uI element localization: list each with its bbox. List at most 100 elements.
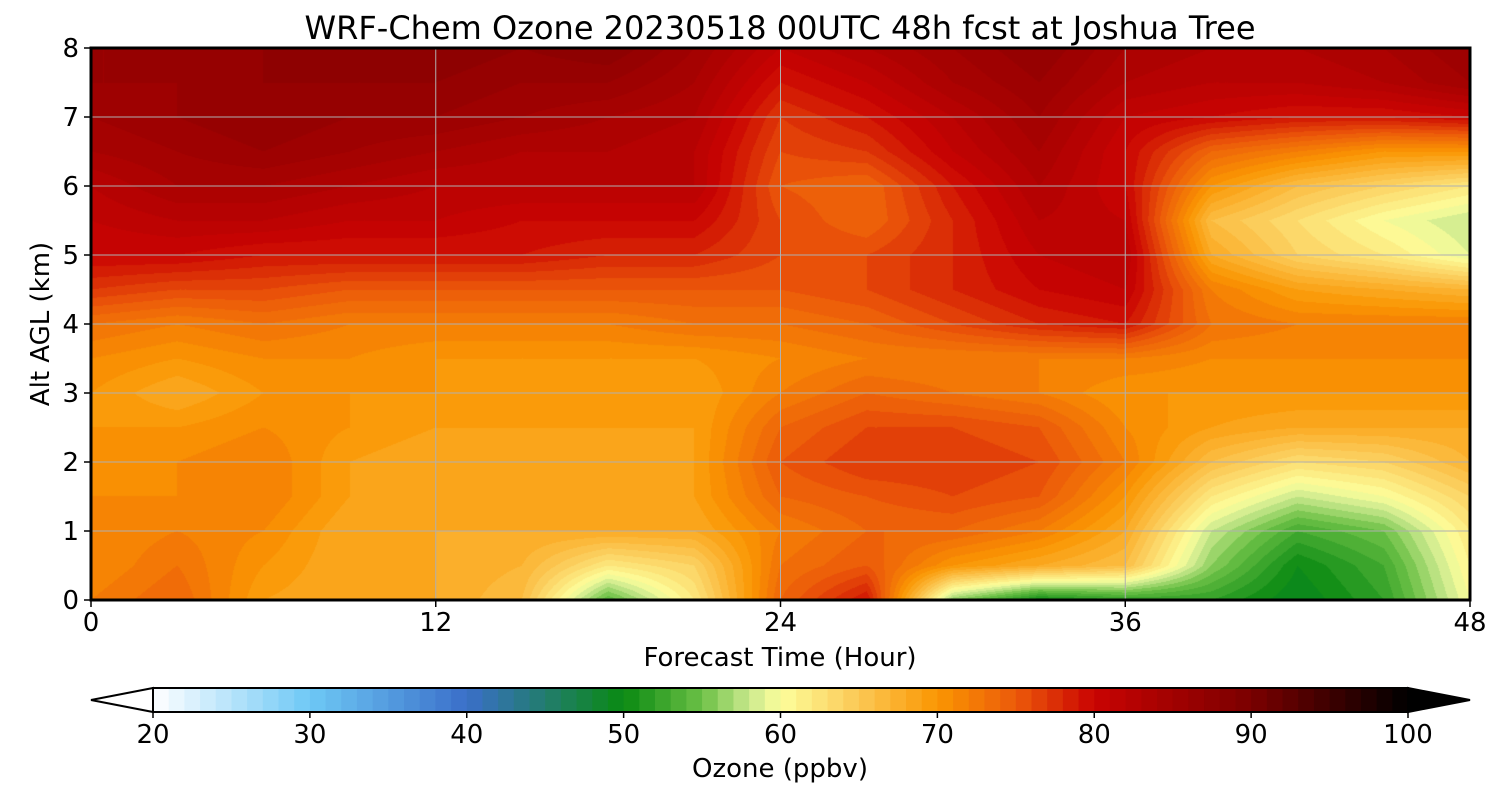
colorbar-level [1313, 688, 1331, 712]
colorbar-level [498, 688, 515, 712]
colorbar-level [1266, 688, 1284, 712]
colorbar-level [184, 688, 201, 712]
colorbar-level [1329, 688, 1346, 712]
y-tick-label: 5 [62, 241, 79, 271]
colorbar-level [435, 688, 452, 712]
colorbar-level [890, 688, 907, 712]
colorbar-level [545, 688, 562, 712]
colorbar-level [529, 688, 546, 712]
colorbar-level [953, 688, 970, 712]
colorbar-level [560, 688, 578, 712]
x-tick-label: 24 [764, 608, 797, 638]
colorbar-level [1094, 688, 1111, 712]
colorbar-level [1062, 688, 1080, 712]
x-tick-label: 36 [1109, 608, 1142, 638]
colorbar-level [168, 688, 185, 712]
colorbar-level [1204, 688, 1221, 712]
colorbar-level [686, 688, 703, 712]
colorbar-level [1047, 688, 1064, 712]
colorbar-level [356, 688, 374, 712]
colorbar-extend-low [90, 686, 154, 714]
colorbar-level [1172, 688, 1189, 712]
colorbar-tick-label: 60 [764, 720, 797, 750]
colorbar-tick-label: 100 [1383, 720, 1433, 750]
colorbar-level [1125, 688, 1142, 712]
colorbar-level [858, 688, 876, 712]
colorbar-tick-label: 80 [1078, 720, 1111, 750]
y-tick-label: 3 [62, 379, 79, 409]
colorbar-level [1298, 688, 1315, 712]
x-axis: 0 12 24 36 48 [83, 600, 1487, 638]
colorbar-level [670, 688, 687, 712]
colorbar-level [309, 688, 327, 712]
colorbar-level [749, 688, 766, 712]
colorbar-level [1392, 688, 1409, 712]
colorbar-level [231, 688, 248, 712]
colorbar-tick-label: 30 [293, 720, 326, 750]
x-axis-label: Forecast Time (Hour) [643, 643, 916, 673]
colorbar-level [482, 688, 499, 712]
colorbar-level [764, 688, 782, 712]
colorbar-level [984, 688, 1001, 712]
colorbar-level [1031, 688, 1048, 712]
y-tick-label: 8 [62, 34, 79, 64]
colorbar-level [827, 688, 844, 712]
colorbar-tick-label: 20 [136, 720, 169, 750]
x-tick-label: 48 [1453, 608, 1486, 638]
colorbar-level [1015, 688, 1033, 712]
y-tick-label: 6 [62, 172, 79, 202]
colorbar-level [811, 688, 829, 712]
colorbar-level [1251, 688, 1268, 712]
colorbar-level [215, 688, 233, 712]
colorbar-level [921, 688, 938, 712]
colorbar-level [419, 688, 436, 712]
colorbar-levels [153, 688, 1409, 712]
chart-title: WRF-Chem Ozone 20230518 00UTC 48h fcst a… [304, 9, 1255, 47]
colorbar-level [639, 688, 656, 712]
colorbar-level [466, 688, 484, 712]
colorbar-level [843, 688, 860, 712]
colorbar-level [733, 688, 750, 712]
colorbar-level [1157, 688, 1174, 712]
colorbar-level [1141, 688, 1158, 712]
colorbar-level [404, 688, 421, 712]
colorbar-tick-label: 90 [1235, 720, 1268, 750]
colorbar-level [968, 688, 986, 712]
colorbar-level [1345, 688, 1362, 712]
colorbar-level [1188, 688, 1205, 712]
colorbar-level [294, 688, 311, 712]
y-tick-label: 1 [62, 517, 79, 547]
colorbar-level [372, 688, 389, 712]
colorbar-level [513, 688, 531, 712]
colorbar-tick-label: 70 [921, 720, 954, 750]
colorbar-level [1078, 688, 1095, 712]
colorbar-level [247, 688, 264, 712]
colorbar-level [341, 688, 358, 712]
colorbar-level [607, 688, 625, 712]
plot-area [89, 46, 1472, 602]
colorbar-level [717, 688, 735, 712]
colorbar-level [200, 688, 217, 712]
colorbar-level [623, 688, 640, 712]
y-tick-label: 4 [62, 310, 79, 340]
y-tick-label: 0 [62, 586, 79, 616]
y-tick-label: 2 [62, 448, 79, 478]
colorbar-level [655, 688, 672, 712]
y-axis-label: Alt AGL (km) [26, 242, 56, 406]
colorbar-level [325, 688, 342, 712]
colorbar-level [153, 688, 170, 712]
colorbar-level [1376, 688, 1393, 712]
colorbar-level [592, 688, 609, 712]
colorbar-level [1219, 688, 1237, 712]
colorbar-level [937, 688, 954, 712]
colorbar-level [1360, 688, 1378, 712]
colorbar-level [702, 688, 719, 712]
colorbar-level [1235, 688, 1252, 712]
colorbar-ticks: 20 30 40 50 60 70 80 90 100 [136, 712, 1433, 750]
colorbar-level [1109, 688, 1127, 712]
x-tick-label: 12 [419, 608, 452, 638]
colorbar-level [451, 688, 468, 712]
colorbar-level [576, 688, 593, 712]
x-tick-label: 0 [83, 608, 100, 638]
colorbar-level [1282, 688, 1299, 712]
